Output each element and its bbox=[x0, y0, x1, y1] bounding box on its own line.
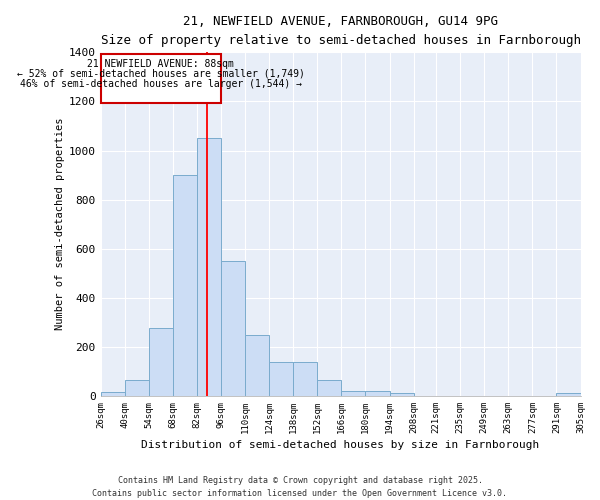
Bar bbox=[245, 334, 269, 396]
X-axis label: Distribution of semi-detached houses by size in Farnborough: Distribution of semi-detached houses by … bbox=[142, 440, 539, 450]
Bar bbox=[389, 394, 413, 396]
Bar bbox=[269, 362, 293, 396]
Bar bbox=[149, 328, 173, 396]
Bar bbox=[197, 138, 221, 396]
Bar bbox=[317, 380, 341, 396]
Y-axis label: Number of semi-detached properties: Number of semi-detached properties bbox=[55, 118, 65, 330]
Bar bbox=[556, 394, 581, 396]
Bar bbox=[173, 175, 197, 396]
Text: ← 52% of semi-detached houses are smaller (1,749): ← 52% of semi-detached houses are smalle… bbox=[17, 68, 305, 78]
Text: Contains HM Land Registry data © Crown copyright and database right 2025.
Contai: Contains HM Land Registry data © Crown c… bbox=[92, 476, 508, 498]
Bar bbox=[341, 391, 365, 396]
Bar bbox=[365, 391, 389, 396]
Bar bbox=[293, 362, 317, 396]
Text: 21 NEWFIELD AVENUE: 88sqm: 21 NEWFIELD AVENUE: 88sqm bbox=[88, 58, 234, 68]
Bar bbox=[101, 54, 221, 104]
Bar bbox=[221, 261, 245, 396]
Title: 21, NEWFIELD AVENUE, FARNBOROUGH, GU14 9PG
Size of property relative to semi-det: 21, NEWFIELD AVENUE, FARNBOROUGH, GU14 9… bbox=[101, 15, 581, 47]
Text: 46% of semi-detached houses are larger (1,544) →: 46% of semi-detached houses are larger (… bbox=[20, 79, 302, 89]
Bar bbox=[125, 380, 149, 396]
Bar bbox=[101, 392, 125, 396]
